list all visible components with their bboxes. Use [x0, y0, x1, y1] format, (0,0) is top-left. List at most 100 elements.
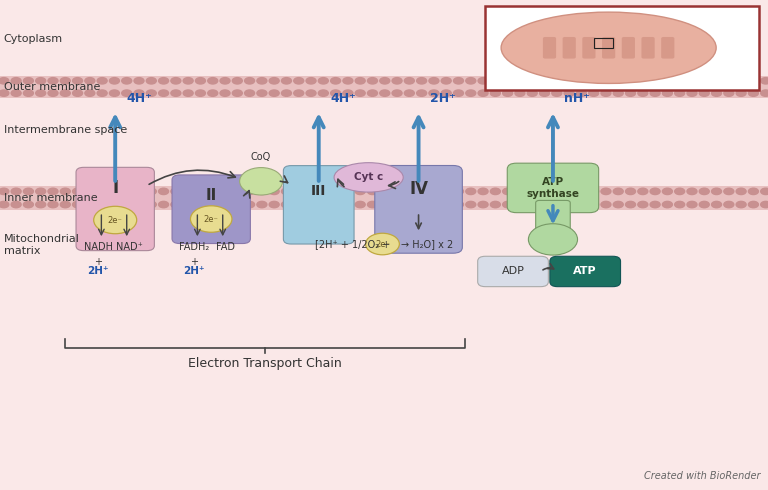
Circle shape: [478, 77, 488, 84]
Circle shape: [588, 90, 598, 97]
Circle shape: [613, 77, 623, 84]
Circle shape: [23, 201, 33, 208]
Circle shape: [190, 206, 232, 232]
Circle shape: [576, 201, 586, 208]
Circle shape: [281, 201, 292, 208]
Circle shape: [748, 90, 759, 97]
FancyBboxPatch shape: [563, 37, 576, 59]
Circle shape: [539, 201, 549, 208]
Circle shape: [625, 201, 635, 208]
Circle shape: [109, 77, 120, 84]
Circle shape: [269, 90, 280, 97]
Circle shape: [207, 90, 218, 97]
Circle shape: [564, 90, 574, 97]
Text: 4H⁺: 4H⁺: [127, 92, 153, 105]
Circle shape: [441, 90, 452, 97]
FancyBboxPatch shape: [478, 256, 548, 287]
Circle shape: [748, 188, 759, 195]
Circle shape: [195, 77, 206, 84]
Circle shape: [171, 90, 181, 97]
Circle shape: [441, 77, 452, 84]
Circle shape: [134, 90, 144, 97]
Bar: [0, 186, 768, 210]
Circle shape: [35, 77, 46, 84]
Circle shape: [72, 201, 83, 208]
Circle shape: [293, 77, 304, 84]
Text: ATP: ATP: [574, 267, 597, 276]
Circle shape: [355, 201, 366, 208]
Circle shape: [97, 188, 108, 195]
FancyBboxPatch shape: [283, 166, 354, 244]
FancyBboxPatch shape: [507, 163, 598, 213]
Text: 2e⁻: 2e⁻: [204, 215, 219, 223]
Circle shape: [675, 90, 685, 97]
Circle shape: [637, 90, 647, 97]
Circle shape: [146, 90, 157, 97]
Circle shape: [109, 90, 120, 97]
Circle shape: [625, 90, 635, 97]
Circle shape: [257, 201, 267, 208]
Circle shape: [97, 77, 108, 84]
Circle shape: [416, 188, 427, 195]
Circle shape: [281, 77, 292, 84]
Text: CoQ: CoQ: [251, 152, 271, 162]
Text: FADH₂: FADH₂: [179, 242, 210, 251]
Circle shape: [220, 90, 230, 97]
Circle shape: [367, 188, 378, 195]
Circle shape: [392, 90, 402, 97]
Circle shape: [625, 188, 635, 195]
Circle shape: [700, 77, 710, 84]
Circle shape: [306, 188, 316, 195]
Circle shape: [613, 201, 623, 208]
Circle shape: [601, 201, 611, 208]
Circle shape: [379, 188, 390, 195]
Circle shape: [11, 77, 22, 84]
Circle shape: [257, 90, 267, 97]
Circle shape: [687, 90, 697, 97]
Circle shape: [121, 77, 132, 84]
Circle shape: [539, 188, 549, 195]
Circle shape: [97, 90, 108, 97]
Circle shape: [539, 90, 549, 97]
Circle shape: [306, 201, 316, 208]
Text: [2H⁺ + 1/2O₂ +: [2H⁺ + 1/2O₂ +: [315, 239, 390, 249]
Circle shape: [416, 90, 427, 97]
Circle shape: [318, 188, 329, 195]
Circle shape: [23, 77, 33, 84]
Circle shape: [60, 201, 71, 208]
Circle shape: [429, 77, 439, 84]
Circle shape: [712, 90, 722, 97]
Circle shape: [465, 188, 475, 195]
Circle shape: [23, 188, 33, 195]
Circle shape: [146, 188, 157, 195]
FancyBboxPatch shape: [622, 37, 635, 59]
FancyBboxPatch shape: [76, 168, 154, 251]
Circle shape: [760, 77, 768, 84]
Circle shape: [528, 201, 538, 208]
Bar: [0, 76, 768, 98]
Circle shape: [220, 77, 230, 84]
Circle shape: [478, 188, 488, 195]
Circle shape: [343, 188, 353, 195]
Circle shape: [528, 77, 538, 84]
Circle shape: [539, 77, 549, 84]
Circle shape: [392, 201, 402, 208]
Text: Cyt c: Cyt c: [354, 172, 383, 182]
Circle shape: [601, 188, 611, 195]
Circle shape: [675, 188, 685, 195]
Circle shape: [269, 201, 280, 208]
Circle shape: [576, 77, 586, 84]
Circle shape: [416, 77, 427, 84]
Circle shape: [700, 90, 710, 97]
Circle shape: [35, 188, 46, 195]
Circle shape: [171, 188, 181, 195]
Circle shape: [601, 77, 611, 84]
FancyBboxPatch shape: [543, 37, 556, 59]
Circle shape: [0, 188, 9, 195]
Circle shape: [72, 77, 83, 84]
Circle shape: [121, 90, 132, 97]
Circle shape: [318, 201, 329, 208]
Circle shape: [429, 201, 439, 208]
Circle shape: [293, 188, 304, 195]
Circle shape: [724, 77, 734, 84]
